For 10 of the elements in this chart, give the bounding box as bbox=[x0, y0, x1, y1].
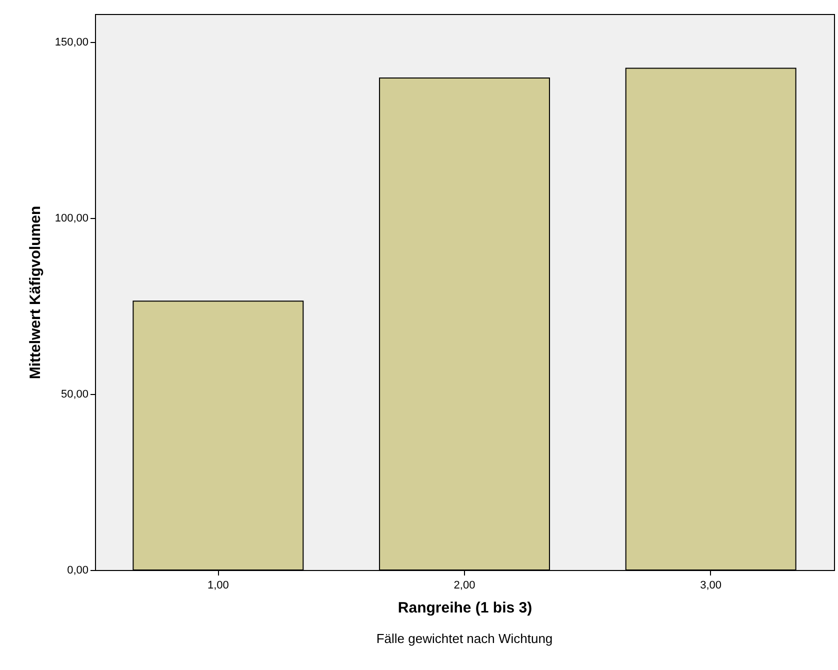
text: Fälle gewichtet nach Wichtung bbox=[376, 631, 553, 646]
y-tick-label: 50,00 bbox=[60, 388, 88, 401]
x-axis-title: Rangreihe (1 bis 3) bbox=[398, 600, 532, 616]
y-tick-label: 150,00 bbox=[54, 36, 88, 49]
x-tick-label: 2,00 bbox=[454, 580, 476, 592]
y-tick-label: 0,00 bbox=[67, 564, 88, 576]
y-axis-title: Mittelwert Käfigvolumen bbox=[26, 206, 44, 380]
x-tick-label: 3,00 bbox=[700, 580, 722, 592]
x-tick-label: 1,00 bbox=[207, 580, 229, 592]
y-tick-label: 100,00 bbox=[54, 212, 88, 225]
